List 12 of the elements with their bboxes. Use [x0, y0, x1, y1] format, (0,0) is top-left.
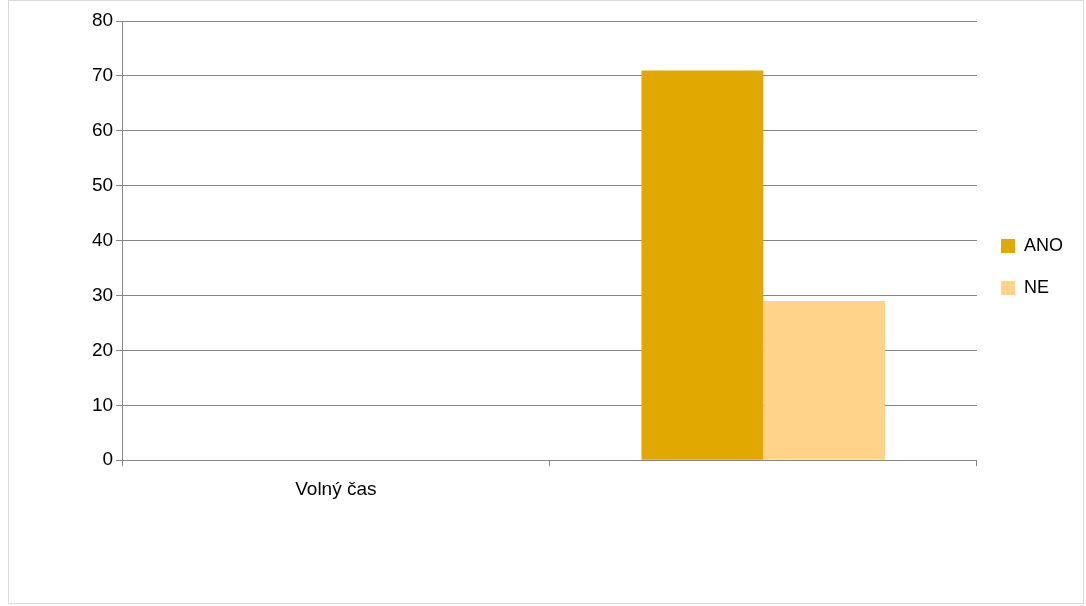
legend-label: NE [1023, 276, 1050, 297]
legend-label: ANO [1023, 234, 1064, 255]
y-tick-label: 20 [91, 338, 114, 360]
y-tick-label: 60 [91, 119, 114, 141]
y-tick-label: 30 [91, 283, 114, 305]
y-tick-label: 70 [91, 64, 114, 86]
y-tick-label: 50 [91, 173, 114, 195]
y-tick-label: 0 [102, 448, 114, 470]
x-tick-label: Volný čas [295, 477, 377, 499]
y-tick-label: 10 [91, 393, 114, 415]
y-tick-label: 40 [91, 228, 114, 250]
y-tick-label: 80 [91, 9, 114, 31]
